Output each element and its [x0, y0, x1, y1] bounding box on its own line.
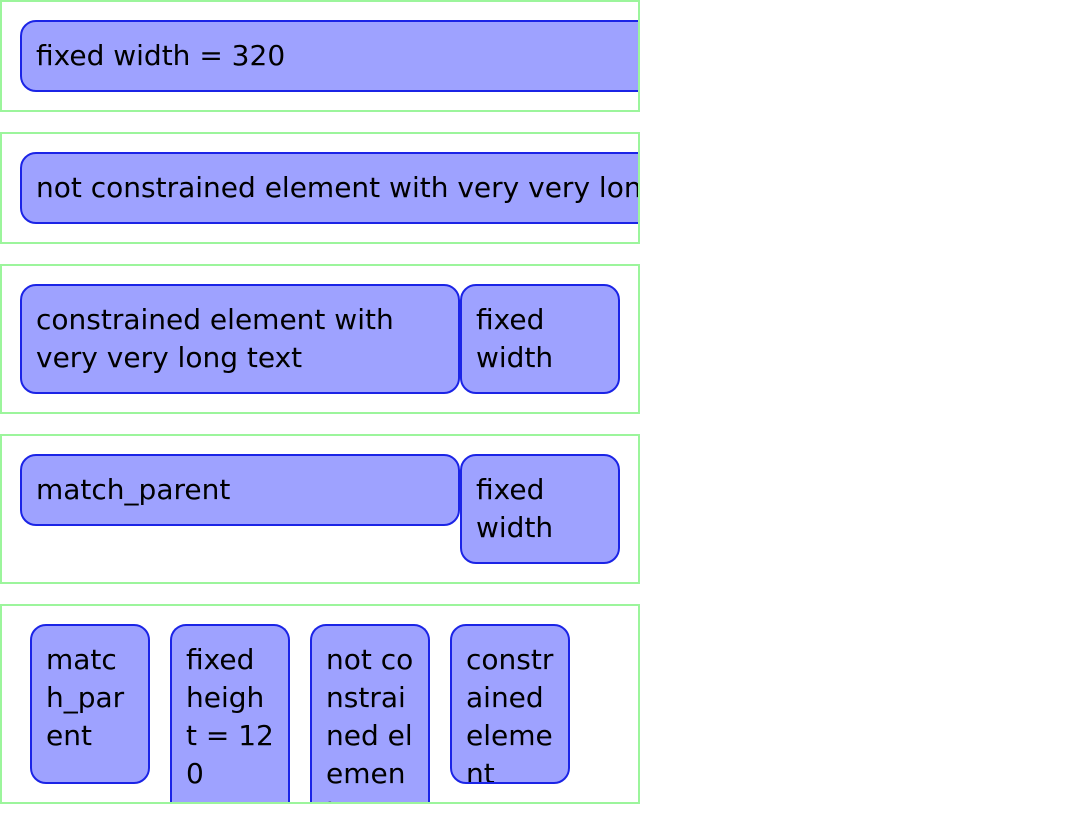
fixed-height-label: fixed height = 120	[186, 643, 274, 790]
fixed-width-side-label: fixed width	[476, 303, 554, 374]
match-parent-label: match_parent	[36, 473, 231, 506]
fixed-width-side-label: fixed width	[476, 473, 554, 544]
not-constrained-box: not constrained element with very very l…	[20, 152, 640, 224]
fixed-width-label: fixed width = 320	[36, 39, 286, 72]
constrained-box: constrained element with very very long …	[20, 284, 460, 394]
match-parent-box: match_parent	[20, 454, 460, 526]
constrained-label: constrained element with very very long …	[36, 303, 394, 374]
constrained-vertical-label: constrained element	[466, 643, 554, 784]
match-parent-vertical-box: match_parent	[30, 624, 150, 784]
constrained-vertical-box: constrained element	[450, 624, 570, 784]
row-vertical-boxes: match_parent fixed height = 120 not cons…	[0, 604, 640, 804]
row-fixed-width: fixed width = 320	[0, 0, 640, 112]
not-constrained-vertical-box: not constrained element	[310, 624, 430, 802]
fixed-width-side-box: fixed width	[460, 454, 620, 564]
row-constrained: constrained element with very very long …	[0, 264, 640, 414]
fixed-height-box: fixed height = 120	[170, 624, 290, 802]
not-constrained-label: not constrained element with very very l…	[36, 171, 640, 204]
not-constrained-vertical-label: not constrained element	[326, 643, 414, 802]
fixed-width-side-box: fixed width	[460, 284, 620, 394]
row-match-parent: match_parent fixed width	[0, 434, 640, 584]
match-parent-vertical-label: match_parent	[46, 643, 125, 752]
fixed-width-box: fixed width = 320	[20, 20, 638, 92]
row-not-constrained: not constrained element with very very l…	[0, 132, 640, 244]
